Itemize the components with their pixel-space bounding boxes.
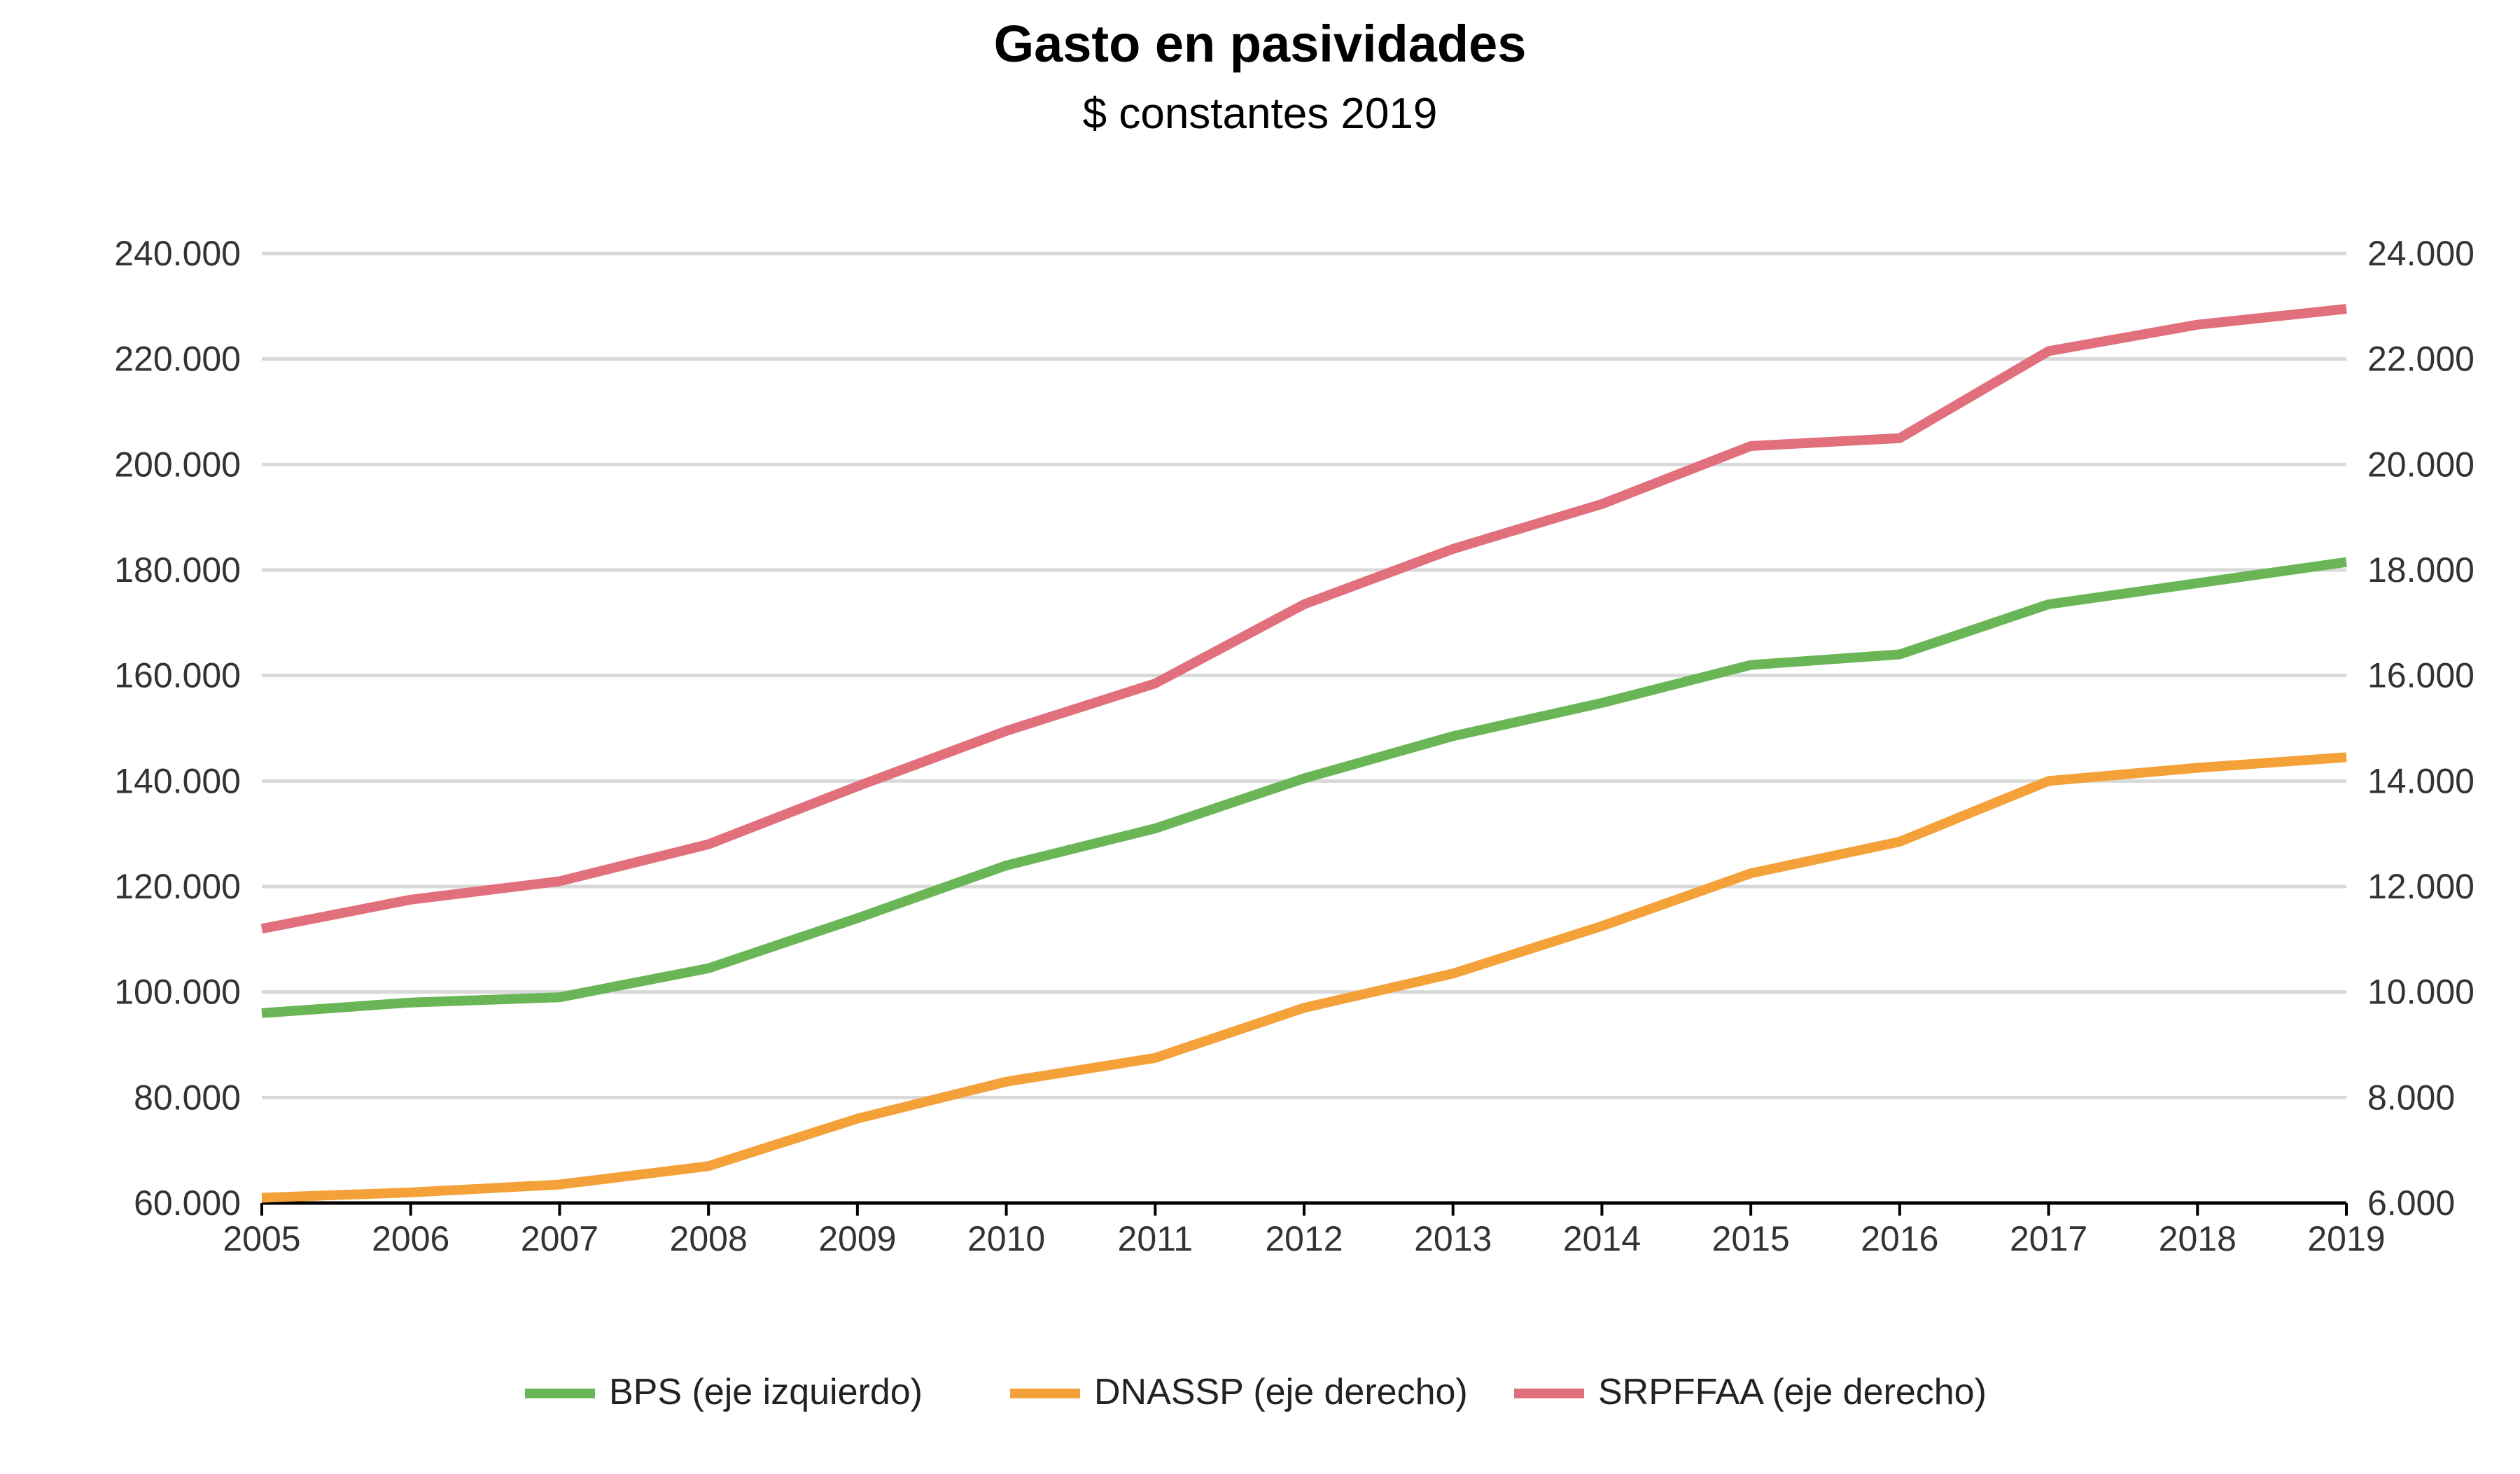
- legend: BPS (eje izquierdo) DNASSP (eje derecho) S…: [525, 1372, 1987, 1412]
- chart-subtitle: $ constantes 2019: [1083, 90, 1438, 138]
- series-line-dnassp: [261, 752, 2347, 1203]
- y-right-tick-label: 6.000: [2367, 1183, 2455, 1223]
- x-tick-label: 2012: [1265, 1219, 1343, 1258]
- y-left-tick-label: 160.000: [114, 656, 241, 695]
- x-tick-label: 2007: [521, 1219, 598, 1258]
- x-tick-label: 2006: [372, 1219, 449, 1258]
- y-right-tick-label: 24.000: [2367, 234, 2474, 273]
- y-right-tick-label: 14.000: [2367, 761, 2474, 800]
- series-line-bps: [261, 557, 2347, 1018]
- y-right-tick-label: 18.000: [2367, 550, 2474, 590]
- legend-label-srpffaa: SRPFFAA (eje derecho): [1598, 1372, 1987, 1412]
- x-tick-label: 2009: [818, 1219, 896, 1258]
- y-left-tick-label: 100.000: [114, 973, 241, 1012]
- x-tick-label: 2010: [967, 1219, 1045, 1258]
- y-right-tick-label: 20.000: [2367, 445, 2474, 484]
- gridlines: [262, 251, 2346, 1099]
- x-tick-label: 2017: [2010, 1219, 2087, 1258]
- legend-label-bps: BPS (eje izquierdo): [609, 1372, 923, 1412]
- y-left-tick-label: 240.000: [114, 234, 241, 273]
- y-left-tick-label: 60.000: [134, 1183, 241, 1223]
- y-left-tick-label: 180.000: [114, 550, 241, 590]
- axes: 60.000 80.000 100.000 120.000 140.000 160.000…: [114, 234, 2474, 1258]
- series-line-srpffaa: [260, 304, 2347, 934]
- y-left-tick-label: 220.000: [114, 340, 241, 379]
- x-tick-label: 2008: [670, 1219, 748, 1258]
- y-right-tick-label: 12.000: [2367, 867, 2474, 906]
- y-right-tick-label: 22.000: [2367, 340, 2474, 379]
- y-left-tick-label: 140.000: [114, 761, 241, 800]
- y-right-tick-label: 16.000: [2367, 656, 2474, 695]
- x-tick-label: 2005: [223, 1219, 300, 1258]
- x-tick-label: 2019: [2307, 1219, 2385, 1258]
- y-left-tick-label: 120.000: [114, 867, 241, 906]
- y-right-tick-label: 10.000: [2367, 973, 2474, 1012]
- x-tick-label: 2018: [2159, 1219, 2236, 1258]
- x-tick-label: 2014: [1563, 1219, 1641, 1258]
- y-right-tick-label: 8.000: [2367, 1078, 2455, 1117]
- series-lines: [260, 304, 2347, 1203]
- x-tick-label: 2015: [1712, 1219, 1790, 1258]
- legend-label-dnassp: DNASSP (eje derecho): [1094, 1372, 1468, 1412]
- x-tick-label: 2016: [1861, 1219, 1938, 1258]
- x-tick-label: 2011: [1118, 1219, 1194, 1258]
- y-left-tick-label: 200.000: [114, 445, 241, 484]
- y-left-tick-label: 80.000: [134, 1078, 241, 1117]
- chart-title: Gasto en pasividades: [994, 15, 1527, 73]
- x-tick-label: 2013: [1414, 1219, 1492, 1258]
